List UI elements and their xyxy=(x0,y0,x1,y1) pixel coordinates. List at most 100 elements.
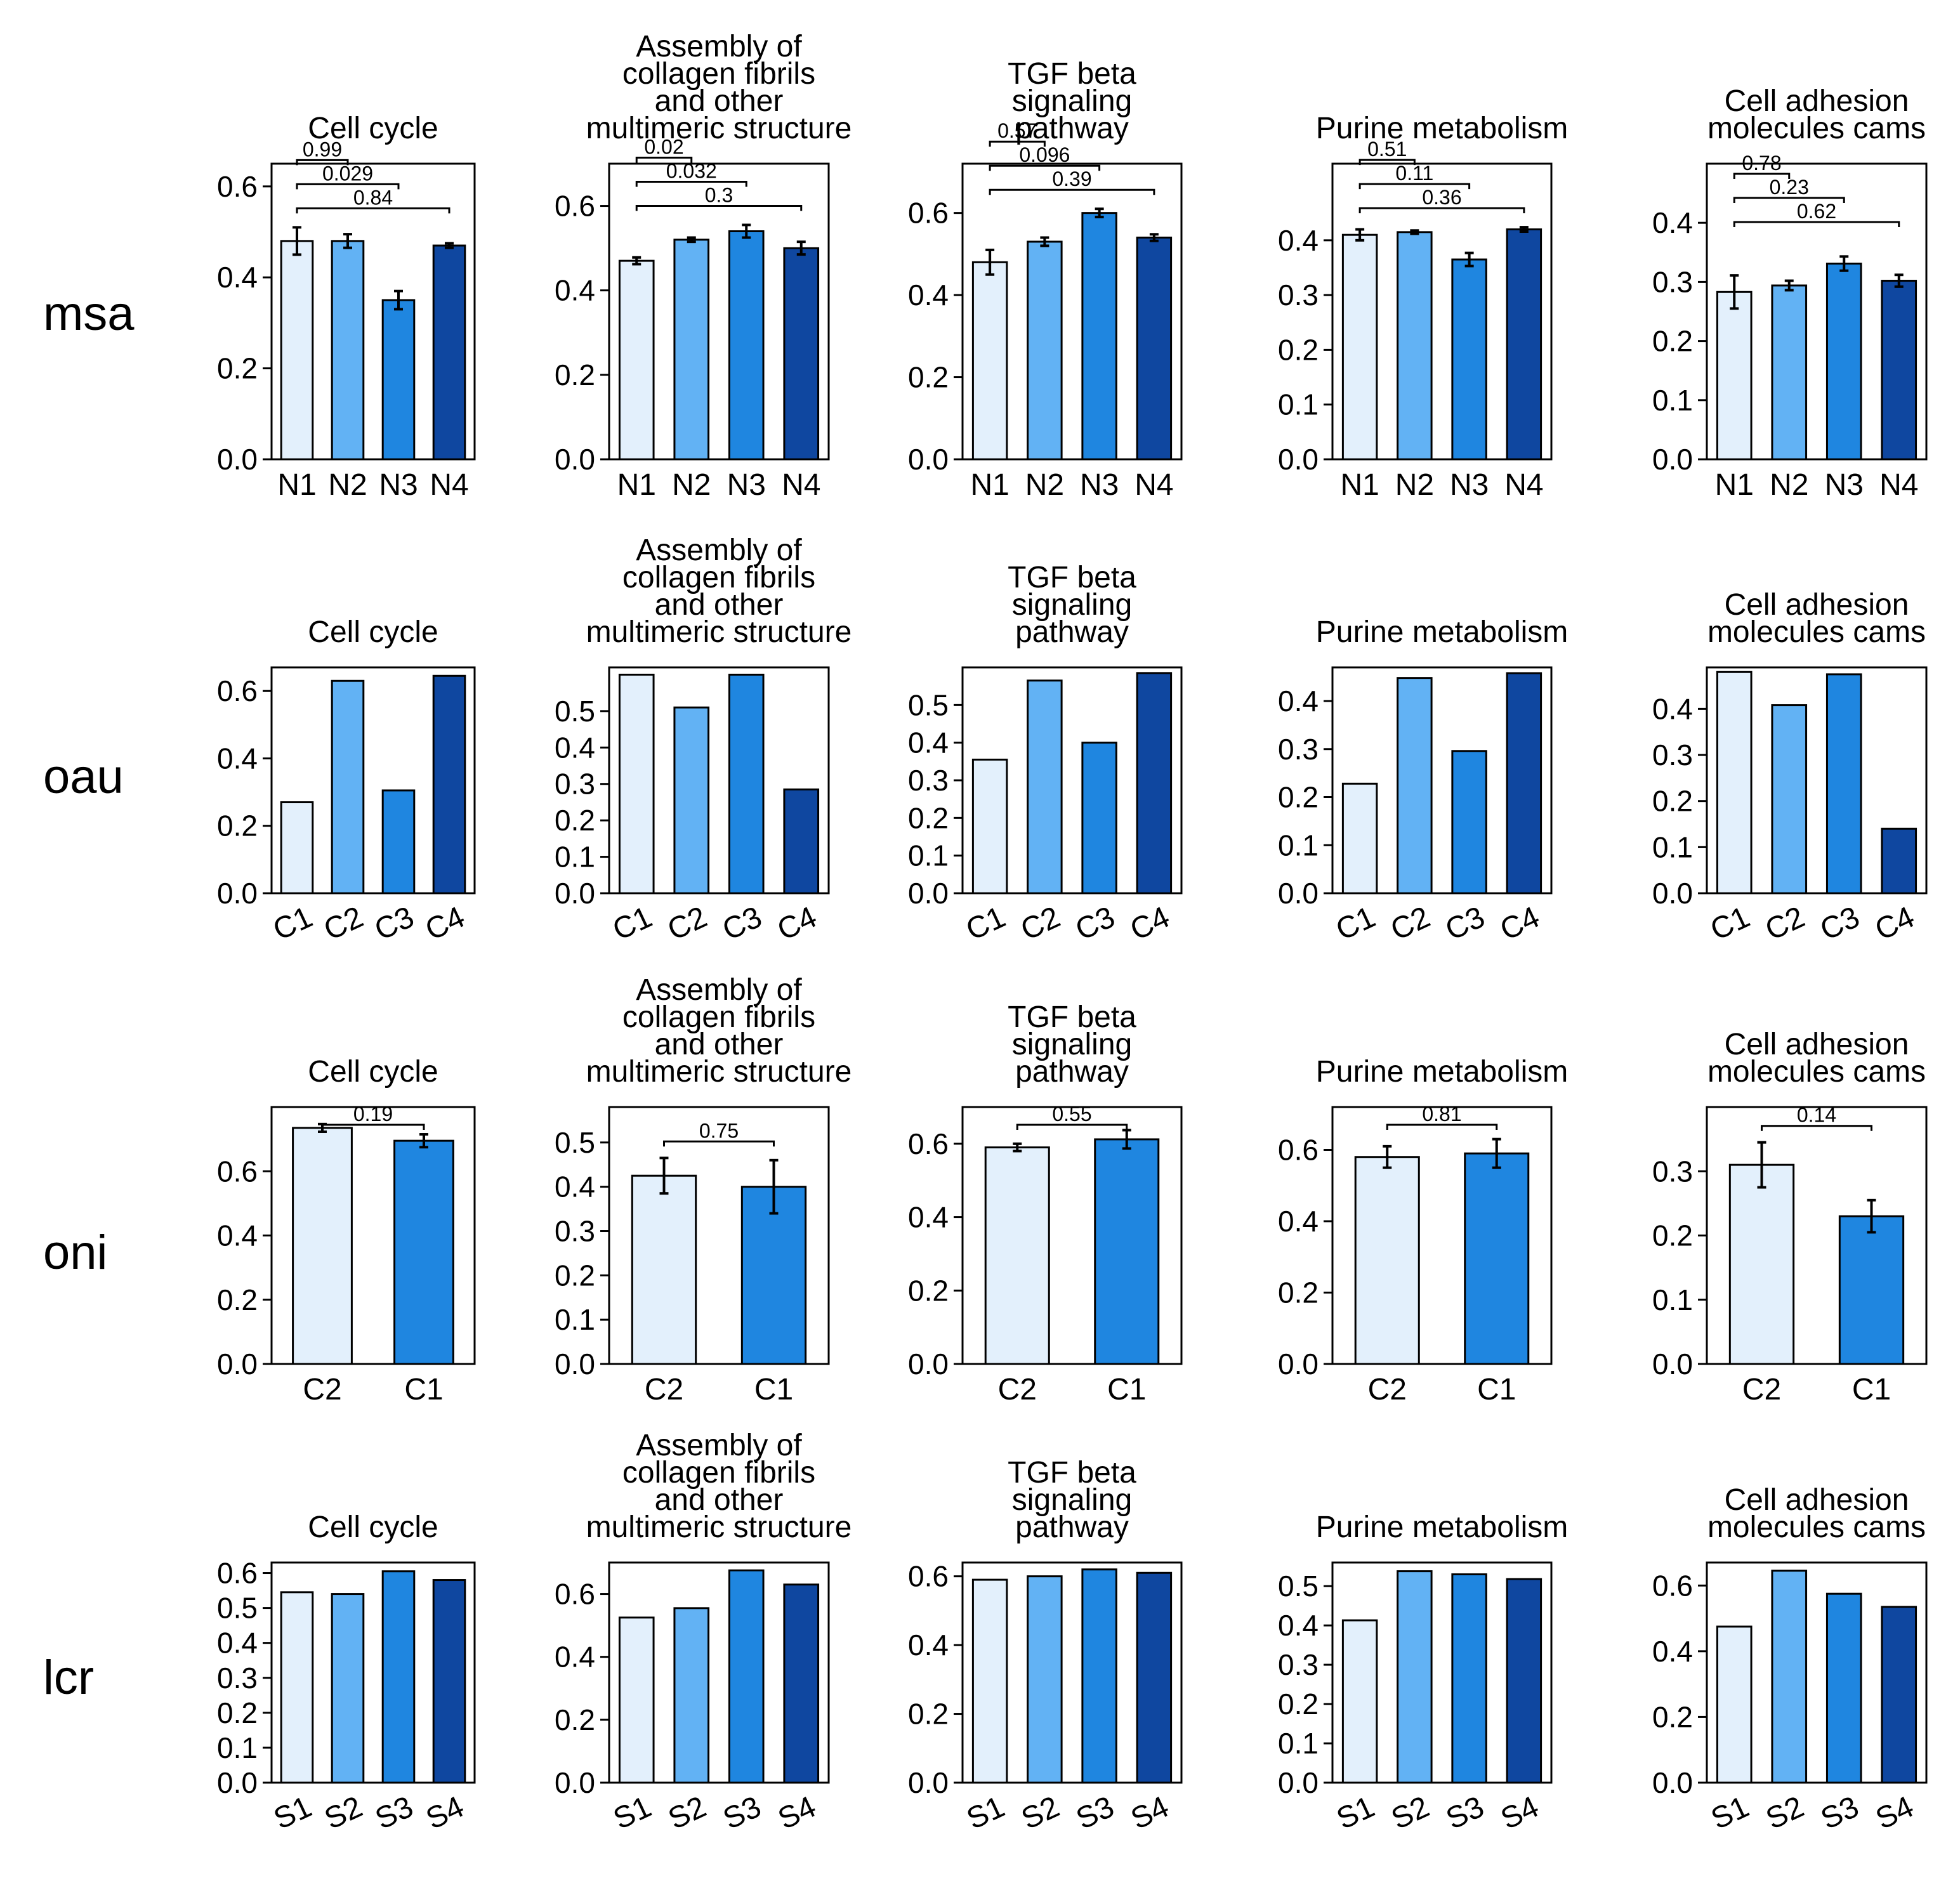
x-category-label: C2 xyxy=(998,1373,1037,1406)
panel-title-line: signaling xyxy=(1012,588,1132,622)
y-tick-label: 0.2 xyxy=(217,1283,258,1316)
x-category-label: C3 xyxy=(369,900,419,947)
panel-title-line: collagen fibrils xyxy=(622,561,815,594)
bar-n3 xyxy=(728,230,765,461)
x-category-label: S3 xyxy=(1441,1790,1489,1837)
y-tick-label: 0.0 xyxy=(217,443,258,476)
row-label-oau: oau xyxy=(43,750,124,804)
row-label-lcr: lcr xyxy=(43,1651,94,1705)
x-category-label: S2 xyxy=(1386,1790,1435,1837)
panel-title-line: Cell adhesion xyxy=(1725,84,1909,118)
x-category-label: C1 xyxy=(1107,1373,1146,1406)
y-tick-label: 0.0 xyxy=(217,1766,258,1799)
bar-s2 xyxy=(673,1607,710,1784)
x-category-label: S1 xyxy=(608,1790,657,1837)
significance-bracket xyxy=(1358,183,1471,190)
bar-c4 xyxy=(432,674,466,895)
y-tick-label: 0.6 xyxy=(555,190,595,223)
y-tick-label: 0.2 xyxy=(555,804,595,837)
x-category-label: S3 xyxy=(718,1790,766,1837)
plot-frame xyxy=(961,162,1183,461)
panel-lcr-1: Cell cycle 0.00.10.20.30.40.50.6 S1 S2 S3 S4 xyxy=(217,1511,476,1837)
p-value-label: 0.096 xyxy=(1019,143,1070,166)
x-category-label: S2 xyxy=(320,1790,368,1837)
significance-bracket xyxy=(1358,159,1416,166)
x-category-label: C3 xyxy=(1815,900,1865,947)
panel-oni-4: Purine metabolism 0.0 0.2 0.4 0.6 C2 C1 0.81 xyxy=(1278,1055,1568,1406)
bar-s2 xyxy=(331,1593,365,1784)
significance-bracket xyxy=(663,1140,775,1147)
panel-title-line: TGF beta xyxy=(1008,57,1136,91)
y-tick-label: 0.2 xyxy=(1278,333,1319,366)
x-category-label: S4 xyxy=(773,1790,821,1837)
y-tick-label: 0.0 xyxy=(1652,1347,1693,1380)
bar-c4 xyxy=(1881,827,1917,895)
y-tick-label: 0.4 xyxy=(908,726,949,759)
plot-frame xyxy=(270,162,476,461)
y-tick-label: 0.0 xyxy=(1278,877,1319,910)
bar-c2 xyxy=(673,706,710,895)
x-category-label: C4 xyxy=(1870,900,1919,947)
x-category-label: N4 xyxy=(430,468,468,502)
significance-bracket xyxy=(1733,221,1900,227)
x-category-label: C1 xyxy=(754,1373,793,1406)
plot-frame xyxy=(961,1561,1183,1784)
y-tick-label: 0.3 xyxy=(1652,738,1693,771)
bar-c1 xyxy=(1716,671,1753,895)
y-tick-label: 0.6 xyxy=(217,170,258,203)
p-value-label: 0.81 xyxy=(1422,1103,1461,1125)
plot-frame xyxy=(1706,1561,1928,1784)
bar-s4 xyxy=(1881,1606,1917,1784)
x-category-label: C3 xyxy=(1070,900,1120,947)
x-category-label: C1 xyxy=(1852,1373,1891,1406)
bar-c2 xyxy=(331,679,365,895)
y-tick-label: 0.1 xyxy=(1652,830,1693,863)
y-tick-label: 0.0 xyxy=(908,1766,949,1799)
y-tick-label: 0.6 xyxy=(555,1578,595,1611)
panel-title-line: Cell adhesion xyxy=(1725,588,1909,622)
x-category-label: C2 xyxy=(645,1373,683,1406)
bar-c1 xyxy=(1464,1152,1530,1365)
y-tick-label: 0.0 xyxy=(1652,877,1693,910)
bar-c2 xyxy=(984,1146,1050,1365)
p-value-label: 0.51 xyxy=(1367,138,1407,161)
panel-title-line: pathway xyxy=(1015,1055,1129,1089)
plot-frame xyxy=(608,666,830,895)
significance-bracket xyxy=(989,188,1155,195)
bar-s4 xyxy=(1506,1578,1542,1784)
panel-title-line: Purine metabolism xyxy=(1316,615,1569,649)
bar-s4 xyxy=(1136,1571,1173,1784)
plot-frame xyxy=(1331,1106,1553,1365)
significance-bracket xyxy=(989,164,1101,171)
significance-bracket xyxy=(1761,1125,1872,1131)
panel-title-line: Assembly of xyxy=(636,1429,802,1462)
panel-title-line: Purine metabolism xyxy=(1316,112,1569,145)
panel-title-line: Cell cycle xyxy=(308,615,438,649)
y-tick-label: 0.6 xyxy=(908,1560,949,1593)
y-tick-label: 0.0 xyxy=(217,877,258,910)
panel-title-line: signaling xyxy=(1012,1028,1132,1061)
y-tick-label: 0.0 xyxy=(908,1347,949,1380)
x-category-label: C3 xyxy=(718,900,767,947)
y-tick-label: 0.5 xyxy=(555,695,595,728)
x-category-label: S2 xyxy=(663,1790,711,1837)
y-tick-label: 0.0 xyxy=(555,1347,595,1380)
y-tick-label: 0.5 xyxy=(1278,1570,1319,1602)
y-tick-label: 0.5 xyxy=(555,1126,595,1159)
significance-bracket xyxy=(296,183,400,190)
bar-n1 xyxy=(1341,233,1378,461)
y-tick-label: 0.2 xyxy=(555,1703,595,1736)
p-value-label: 0.02 xyxy=(644,136,683,159)
bar-c3 xyxy=(1451,750,1487,895)
panel-title-line: multimeric structure xyxy=(586,1511,852,1544)
panel-title-line: collagen fibrils xyxy=(622,57,815,91)
bar-s3 xyxy=(1081,1568,1117,1784)
bar-c3 xyxy=(1825,673,1862,895)
y-tick-label: 0.2 xyxy=(908,801,949,834)
plot-frame xyxy=(1706,1106,1928,1365)
panel-msa-1: Cell cycle 0.0 0.2 0.4 0.6 N1 N2 N3 N4 0.990.0290… xyxy=(217,112,476,502)
